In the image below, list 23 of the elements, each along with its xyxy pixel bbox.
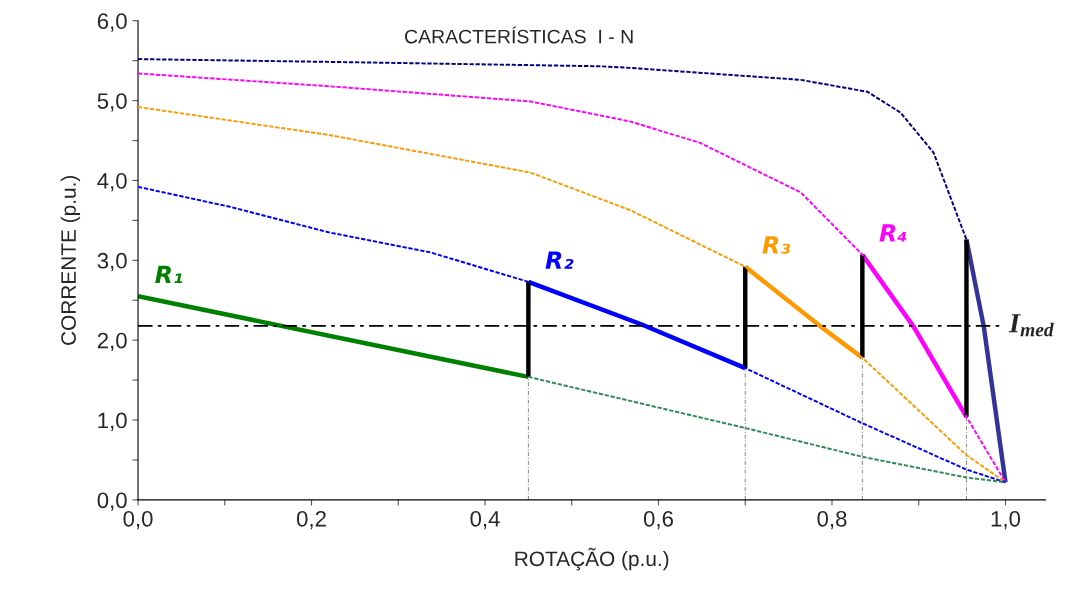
chart-title: CARACTERÍSTICAS I - N xyxy=(405,26,633,44)
x-tick-label: 0,2 xyxy=(296,510,326,530)
x-tick-label: 0,0 xyxy=(123,510,153,530)
series-label: R₄ xyxy=(879,224,907,242)
ref-line-label: I$_{med}$ xyxy=(1008,314,1054,337)
y-tick-label: 3,0 xyxy=(97,252,127,272)
x-axis-title: ROTAÇÃO (p.u.) xyxy=(515,547,669,571)
y-tick-label: 2,0 xyxy=(97,332,127,352)
series-label: R₁ xyxy=(155,265,183,284)
y-axis-title: CORRENTE (p.u.) xyxy=(60,175,81,345)
y-tick-label: 1,0 xyxy=(98,412,127,431)
x-tick-label: 0,8 xyxy=(817,510,847,530)
y-tick-label: 6,0 xyxy=(97,13,127,32)
line-series xyxy=(138,185,1007,484)
x-tick-label: 0,4 xyxy=(470,510,500,530)
y-tick-label: 4,0 xyxy=(97,173,127,192)
y-tick-label: 5,0 xyxy=(97,93,127,112)
x-tick-label: 1,0 xyxy=(991,510,1021,530)
line-series xyxy=(527,375,1007,484)
series-label: R₂ xyxy=(545,251,574,269)
series-label: R₃ xyxy=(762,236,791,254)
y-tick-label: 0,0 xyxy=(97,492,127,511)
x-tick-label: 0,6 xyxy=(643,510,673,530)
